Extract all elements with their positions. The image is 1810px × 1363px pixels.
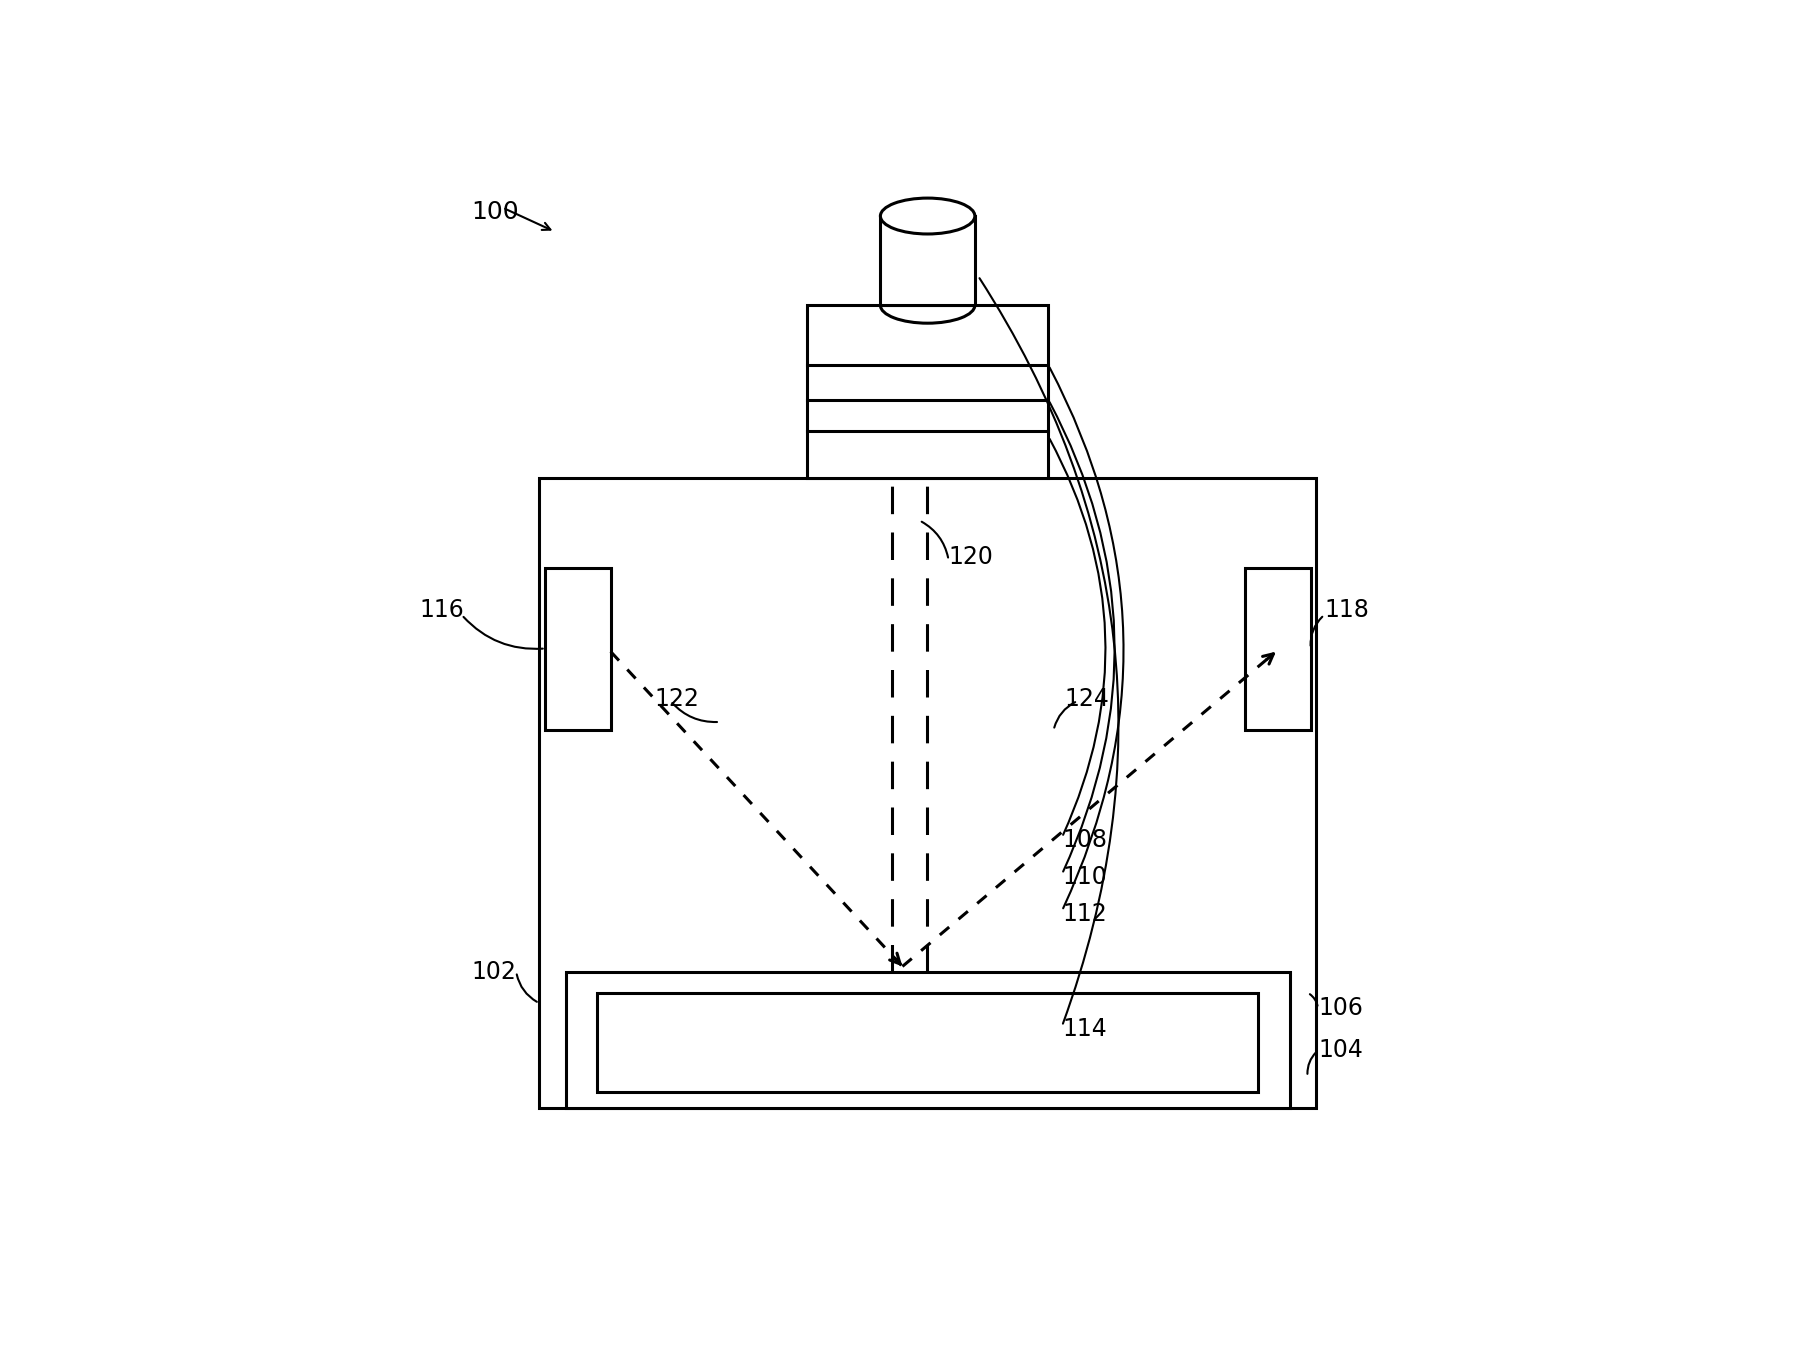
Text: 122: 122 [655,687,700,711]
Text: 106: 106 [1318,996,1363,1021]
Text: 116: 116 [418,597,463,622]
Text: 124: 124 [1064,687,1110,711]
Text: 108: 108 [1062,829,1108,852]
Text: 120: 120 [948,545,994,570]
Text: 104: 104 [1318,1039,1363,1062]
Text: 110: 110 [1062,866,1106,889]
Bar [1245,567,1310,731]
Bar [880,217,976,305]
Bar [539,478,1316,1108]
Text: 102: 102 [471,960,516,984]
Bar [545,567,610,731]
Bar [597,992,1258,1092]
Text: 118: 118 [1325,597,1368,622]
Bar [565,972,1291,1108]
Ellipse shape [880,198,976,234]
Text: 114: 114 [1062,1017,1106,1041]
Bar [807,305,1048,478]
Text: 112: 112 [1062,902,1106,925]
Text: 100: 100 [471,200,519,225]
